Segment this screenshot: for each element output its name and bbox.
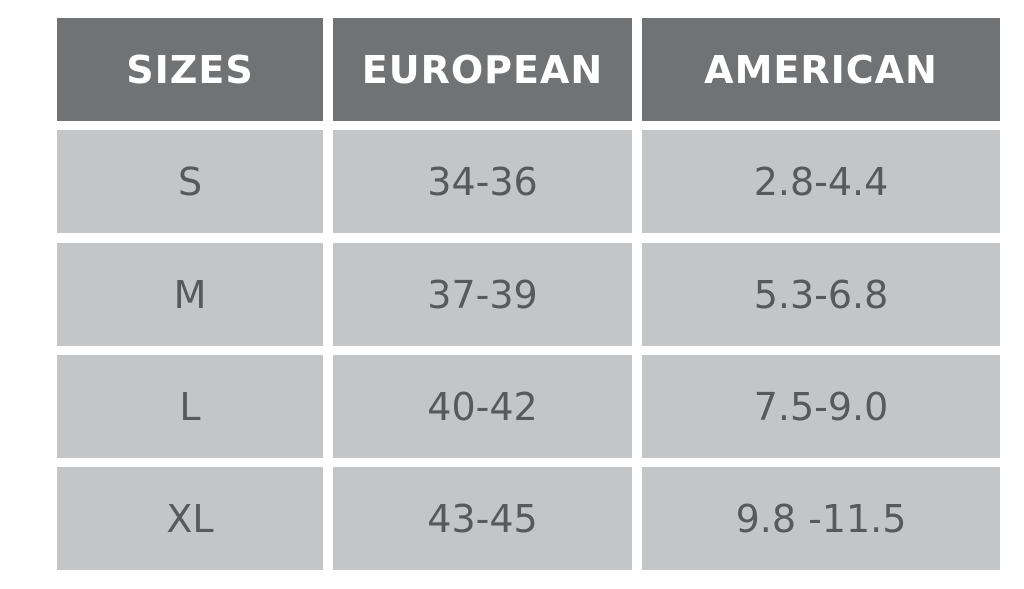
table-cell: 5.3-6.8 bbox=[642, 243, 1000, 346]
column-header: AMERICAN bbox=[642, 18, 1000, 121]
table-cell: 2.8-4.4 bbox=[642, 130, 1000, 233]
table-cell: 34-36 bbox=[333, 130, 632, 233]
table-cell: 7.5-9.0 bbox=[642, 355, 1000, 458]
table-cell: 9.8 -11.5 bbox=[642, 467, 1000, 570]
table-cell: 43-45 bbox=[333, 467, 632, 570]
table-cell: 37-39 bbox=[333, 243, 632, 346]
column-header: EUROPEAN bbox=[333, 18, 632, 121]
table-cell: 40-42 bbox=[333, 355, 632, 458]
table-cell: M bbox=[57, 243, 323, 346]
table-cell: XL bbox=[57, 467, 323, 570]
column-header: SIZES bbox=[57, 18, 323, 121]
table-cell: L bbox=[57, 355, 323, 458]
table-cell: S bbox=[57, 130, 323, 233]
